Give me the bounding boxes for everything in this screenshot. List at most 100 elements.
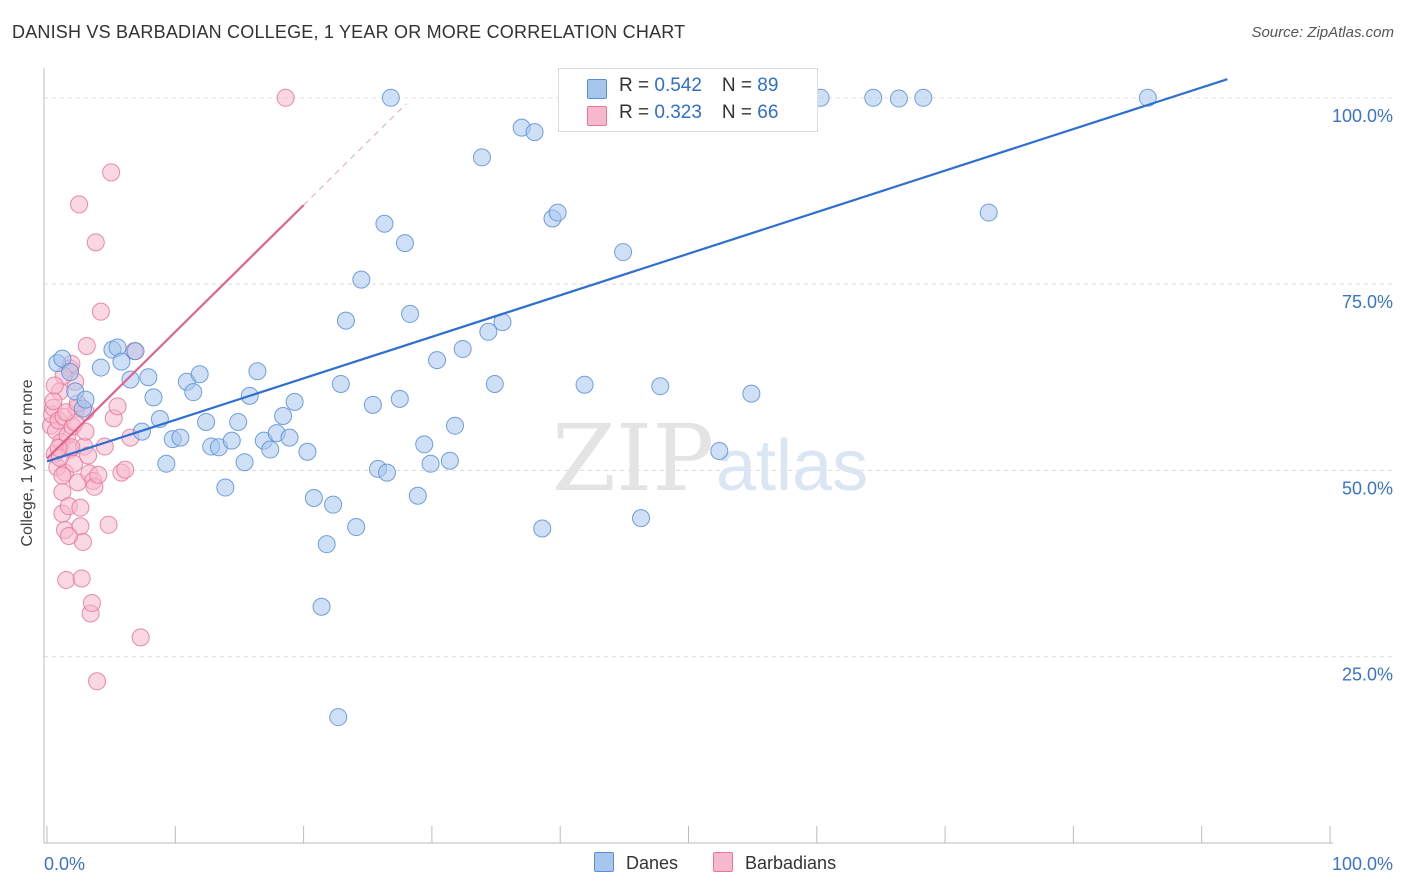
barbadians-trend-line [46, 204, 305, 460]
y-tick-label: 25.0% [1342, 665, 1393, 685]
trend-lines [46, 78, 1228, 463]
barbadians-point [77, 336, 96, 355]
danes-point [742, 384, 761, 403]
danes-point [453, 339, 472, 358]
danes-point [317, 535, 336, 554]
danes-point [157, 454, 176, 473]
legend-r-label: R = [619, 75, 655, 96]
danes-point [421, 454, 440, 473]
watermark-atlas: atlas [716, 426, 868, 506]
danes-point [979, 203, 998, 222]
danes-point [864, 88, 883, 107]
danes-point [408, 486, 427, 505]
danes-point [485, 374, 504, 393]
danes-point [190, 365, 209, 384]
gridlines [44, 97, 1393, 658]
legend-n-value: 89 [757, 75, 779, 96]
danes-point [710, 442, 729, 461]
barbadians-point [57, 570, 76, 589]
danes-point [331, 374, 350, 393]
barbadians-point [108, 397, 127, 416]
danes-point [61, 363, 80, 382]
correlation-legend: R = 0.542 N = 89 R = 0.323 N = 66 [558, 68, 818, 132]
danes-point [415, 435, 434, 454]
danes-point [184, 383, 203, 402]
barbadians-point [102, 163, 121, 182]
danes-legend-swatch [594, 852, 614, 872]
danes-point [139, 368, 158, 387]
danes-point [285, 392, 304, 411]
danes-point [1138, 88, 1157, 107]
barbadians-point [76, 422, 95, 441]
barbadians-point [99, 515, 118, 534]
barbadians-trend-extension [303, 103, 407, 206]
barbadians-point [53, 466, 72, 485]
legend-r-value: 0.323 [654, 102, 702, 123]
danes-point [428, 351, 447, 370]
danes-point [112, 352, 131, 371]
danes-point [126, 342, 145, 361]
danes-point [375, 214, 394, 233]
barbadians-point [71, 498, 90, 517]
danes-point [445, 416, 464, 435]
danes-point [222, 431, 241, 450]
danes-point [525, 123, 544, 142]
danes-point [197, 412, 216, 431]
y-tick-labels: 25.0% 50.0% 75.0% 100.0% [1332, 106, 1393, 685]
chart-title: DANISH VS BARBADIAN COLLEGE, 1 YEAR OR M… [12, 22, 686, 42]
legend-n-label: N = [721, 102, 758, 123]
danes-point [329, 708, 348, 727]
danes-trend-line [46, 78, 1228, 463]
barbadians-point [88, 672, 107, 691]
legend-r-label: R = [619, 102, 655, 123]
barbadians-point [59, 526, 78, 545]
danes-point [304, 488, 323, 507]
danes-point [121, 370, 140, 389]
danes-point [336, 311, 355, 330]
barbadians-point [72, 569, 91, 588]
legend-n-value: 66 [757, 102, 779, 123]
danes-point [377, 463, 396, 482]
y-tick-label: 100.0% [1332, 106, 1393, 126]
danes-point [614, 243, 633, 262]
danes-point [381, 88, 400, 107]
danes-point [171, 428, 190, 447]
danes-point [235, 453, 254, 472]
danes-point [472, 148, 491, 167]
danes-point [261, 440, 280, 459]
watermark: ZIP atlas [552, 405, 868, 512]
source-attribution: Source: ZipAtlas.com [1251, 24, 1394, 41]
danes-point [533, 519, 552, 538]
danes-point [229, 412, 248, 431]
barbadians-point [89, 465, 108, 484]
barbadians-swatch [587, 106, 607, 126]
legend-n-label: N = [721, 75, 758, 96]
danes-point [298, 442, 317, 461]
barbadians-point [82, 594, 101, 613]
barbadians-point [86, 233, 105, 252]
barbadians-point [131, 628, 150, 647]
danes-point [53, 349, 72, 368]
danes-point [440, 451, 459, 470]
x-tick-label-max: 100.0% [1332, 854, 1393, 874]
barbadians-legend-swatch [713, 852, 733, 872]
danes-point [479, 322, 498, 341]
barbadians-point [45, 376, 64, 395]
legend-item-danes: Danes [594, 852, 678, 874]
danes-point [651, 377, 670, 396]
axis-ticks [46, 826, 1331, 843]
danes-point [889, 89, 908, 108]
danes-point [914, 88, 933, 107]
legend-item-barbadians: Barbadians [713, 852, 836, 874]
barbadians-point [79, 446, 98, 465]
legend-label-barbadians: Barbadians [745, 853, 837, 873]
watermark-zip: ZIP [552, 405, 714, 512]
barbadians-point [70, 195, 89, 214]
danes-point [248, 362, 267, 381]
danes-point [274, 407, 293, 426]
danes-point [280, 428, 299, 447]
danes-point [347, 518, 366, 537]
danes-point [575, 375, 594, 394]
x-tick-label-min: 0.0% [44, 854, 85, 874]
danes-point [324, 495, 343, 514]
